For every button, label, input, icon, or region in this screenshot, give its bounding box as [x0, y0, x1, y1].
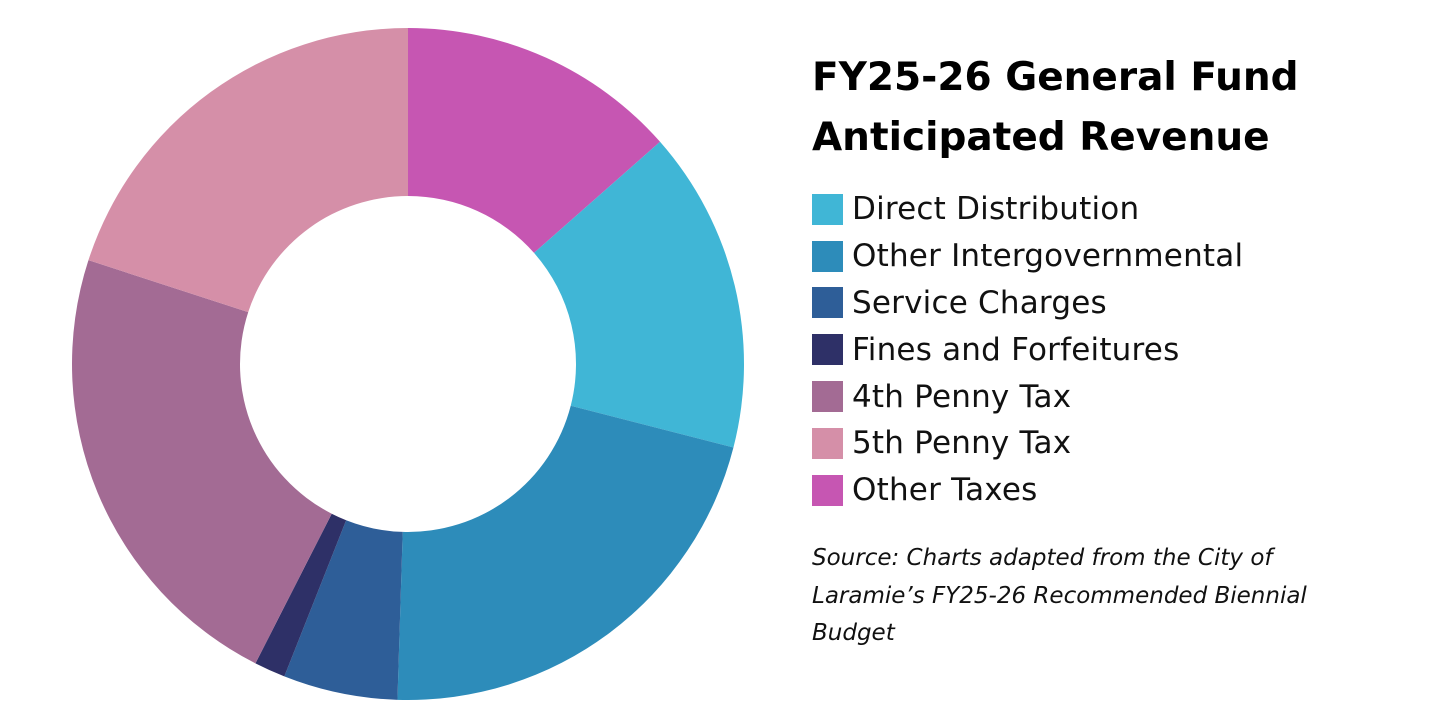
- legend-item-other-intergovernmental: Other Intergovernmental: [812, 233, 1243, 280]
- chart-legend: Direct Distribution Other Intergovernment…: [812, 186, 1243, 514]
- legend-item-direct-distribution: Direct Distribution: [812, 186, 1243, 233]
- slice-service-charges: [284, 520, 403, 700]
- source-note: Source: Charts adapted from the City of …: [812, 545, 1307, 646]
- donut-chart: [72, 28, 744, 701]
- slice-other-intergovernmental: [397, 405, 734, 701]
- legend-item-other-taxes: Other Taxes: [812, 467, 1243, 514]
- legend-item-service-charges: Service Charges: [812, 280, 1243, 327]
- legend-swatch: [812, 427, 843, 459]
- legend-swatch: [812, 474, 843, 506]
- legend-swatch: [812, 334, 843, 366]
- legend-label: Service Charges: [852, 284, 1107, 321]
- legend-label: Other Intergovernmental: [852, 238, 1244, 275]
- slice-fines-and-forfeitures: [255, 513, 347, 677]
- legend-item-4th-penny-tax: 4th Penny Tax: [812, 373, 1243, 420]
- slice-5th-penny-tax: [88, 28, 408, 313]
- legend-item-fines-and-forfeitures: Fines and Forfeitures: [812, 326, 1243, 373]
- chart-title: FY25-26 General Fund Anticipated Revenue: [812, 55, 1299, 160]
- slice-4th-penny-tax: [72, 260, 332, 664]
- legend-item-5th-penny-tax: 5th Penny Tax: [812, 420, 1243, 467]
- legend-swatch: [812, 287, 843, 319]
- slice-direct-distribution: [534, 141, 744, 448]
- legend-swatch: [812, 240, 843, 272]
- slice-other-taxes: [408, 28, 661, 253]
- legend-label: Fines and Forfeitures: [852, 331, 1180, 368]
- legend-swatch: [812, 381, 843, 413]
- legend-swatch: [812, 193, 843, 225]
- legend-label: 5th Penny Tax: [852, 425, 1072, 462]
- legend-label: Direct Distribution: [852, 191, 1140, 228]
- legend-label: Other Taxes: [852, 472, 1038, 509]
- legend-label: 4th Penny Tax: [852, 378, 1072, 415]
